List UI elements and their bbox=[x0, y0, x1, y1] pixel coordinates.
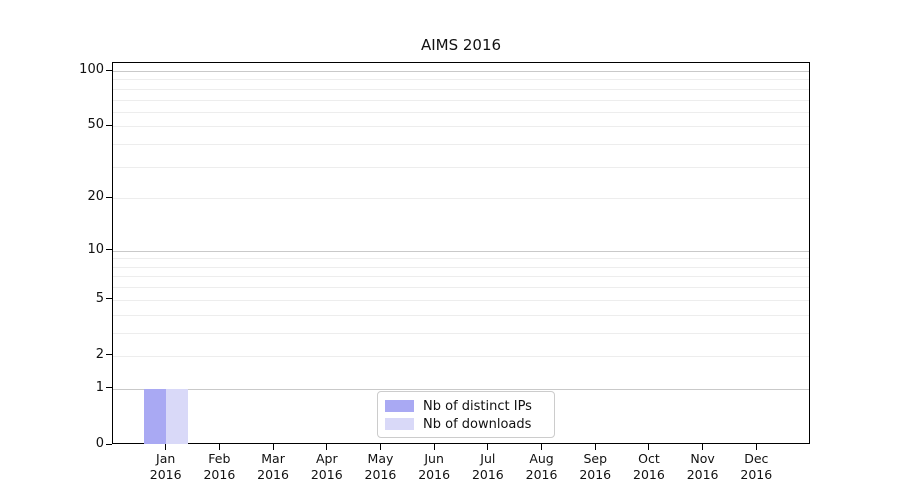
x-tick-label-year: 2016 bbox=[579, 467, 612, 482]
y-tick-mark bbox=[106, 443, 112, 445]
gridline-major bbox=[113, 71, 809, 72]
y-tick-label: 0 bbox=[95, 436, 104, 451]
y-tick-label: 2 bbox=[95, 346, 104, 362]
x-tick-label-year: 2016 bbox=[686, 467, 719, 482]
x-tick-label: Jun 2016 bbox=[402, 451, 466, 483]
x-tick-mark bbox=[755, 444, 757, 450]
y-tick-mark bbox=[106, 387, 112, 389]
gridline-minor bbox=[113, 314, 809, 316]
x-tick-label: Feb 2016 bbox=[187, 451, 251, 483]
chart-title: AIMS 2016 bbox=[420, 36, 502, 54]
x-tick-label: Jan 2016 bbox=[134, 451, 198, 483]
x-tick-mark bbox=[379, 444, 381, 450]
x-tick-mark bbox=[648, 444, 650, 450]
gridline-minor bbox=[113, 88, 809, 90]
x-tick-label: Dec 2016 bbox=[724, 451, 788, 483]
x-tick-label: Jul 2016 bbox=[456, 451, 520, 483]
x-tick-mark bbox=[487, 444, 489, 450]
x-tick-label-month: Jun bbox=[424, 451, 444, 466]
x-tick-label-month: Jan bbox=[156, 451, 176, 466]
y-tick-label: 50 bbox=[87, 117, 104, 133]
y-tick-mark bbox=[106, 354, 112, 356]
gridline-minor bbox=[113, 355, 809, 357]
x-tick-mark bbox=[218, 444, 220, 450]
x-tick-label-month: Oct bbox=[638, 451, 660, 466]
gridline-major bbox=[113, 388, 809, 390]
x-tick-label-year: 2016 bbox=[149, 467, 182, 482]
gridline-minor bbox=[113, 299, 809, 301]
y-tick-label: 100 bbox=[79, 62, 104, 77]
x-tick-label-year: 2016 bbox=[364, 467, 397, 482]
x-tick-label: Sep 2016 bbox=[563, 451, 627, 483]
y-tick-mark bbox=[106, 196, 112, 198]
y-tick-mark bbox=[106, 298, 112, 300]
x-tick-label-year: 2016 bbox=[418, 467, 451, 482]
bar-distinct-ips bbox=[143, 388, 166, 444]
x-tick-label-year: 2016 bbox=[633, 467, 665, 482]
y-tick-label: 20 bbox=[87, 189, 104, 205]
x-tick-label-year: 2016 bbox=[525, 467, 558, 482]
x-tick-label: Mar 2016 bbox=[241, 451, 305, 483]
y-tick-label: 5 bbox=[95, 290, 104, 306]
x-tick-mark bbox=[165, 444, 167, 450]
gridline-minor bbox=[113, 198, 809, 200]
x-tick-label-year: 2016 bbox=[740, 467, 773, 482]
y-tick-label: 1 bbox=[95, 379, 104, 395]
y-tick-mark bbox=[106, 249, 112, 251]
x-tick-label-month: Feb bbox=[208, 451, 231, 466]
legend-item-downloads: Nb of downloads bbox=[385, 415, 546, 433]
y-tick-mark bbox=[106, 69, 112, 71]
x-tick-label-month: Mar bbox=[261, 451, 285, 466]
x-tick-mark bbox=[433, 444, 435, 450]
x-tick-label: May 2016 bbox=[348, 451, 412, 483]
legend-label-distinct-ips: Nb of distinct IPs bbox=[423, 398, 532, 414]
x-tick-mark bbox=[541, 444, 543, 450]
bar-downloads bbox=[165, 388, 188, 444]
gridline-minor bbox=[113, 276, 809, 278]
y-tick-mark bbox=[106, 124, 112, 126]
legend-swatch-distinct-ips bbox=[385, 400, 414, 412]
x-tick-label-month: Nov bbox=[690, 451, 715, 466]
x-tick-mark bbox=[326, 444, 328, 450]
x-tick-label: Aug 2016 bbox=[510, 451, 574, 483]
x-tick-label-month: Dec bbox=[744, 451, 769, 466]
x-tick-mark bbox=[594, 444, 596, 450]
gridline-minor bbox=[113, 166, 809, 168]
x-tick-mark bbox=[702, 444, 704, 450]
x-tick-label-year: 2016 bbox=[310, 467, 343, 482]
x-tick-label-month: Sep bbox=[583, 451, 607, 466]
gridline-minor bbox=[113, 266, 809, 268]
x-tick-label-year: 2016 bbox=[257, 467, 289, 482]
gridline-minor bbox=[113, 287, 809, 289]
x-tick-label: Apr 2016 bbox=[295, 451, 359, 483]
gridline-minor bbox=[113, 111, 809, 113]
x-tick-label-month: Aug bbox=[529, 451, 554, 466]
x-tick-label-year: 2016 bbox=[471, 467, 504, 482]
x-tick-label-month: Apr bbox=[315, 451, 338, 466]
x-tick-label-month: May bbox=[367, 451, 394, 466]
legend-swatch-downloads bbox=[385, 418, 414, 430]
gridline-minor bbox=[113, 99, 809, 101]
legend-item-distinct-ips: Nb of distinct IPs bbox=[385, 397, 546, 415]
gridline-minor bbox=[113, 126, 809, 128]
legend-label-downloads: Nb of downloads bbox=[423, 416, 532, 432]
x-tick-mark bbox=[272, 444, 274, 450]
gridline-minor bbox=[113, 258, 809, 260]
gridline-minor bbox=[113, 332, 809, 334]
plot-area bbox=[112, 62, 810, 444]
x-tick-label-year: 2016 bbox=[203, 467, 236, 482]
x-tick-label: Nov 2016 bbox=[671, 451, 735, 483]
legend: Nb of distinct IPs Nb of downloads bbox=[377, 391, 555, 438]
y-tick-label: 10 bbox=[87, 241, 104, 257]
gridline-minor bbox=[113, 79, 809, 81]
gridline-minor bbox=[113, 144, 809, 146]
x-tick-label-month: Jul bbox=[480, 451, 496, 466]
x-tick-label: Oct 2016 bbox=[617, 451, 681, 483]
gridline-major bbox=[113, 250, 809, 252]
